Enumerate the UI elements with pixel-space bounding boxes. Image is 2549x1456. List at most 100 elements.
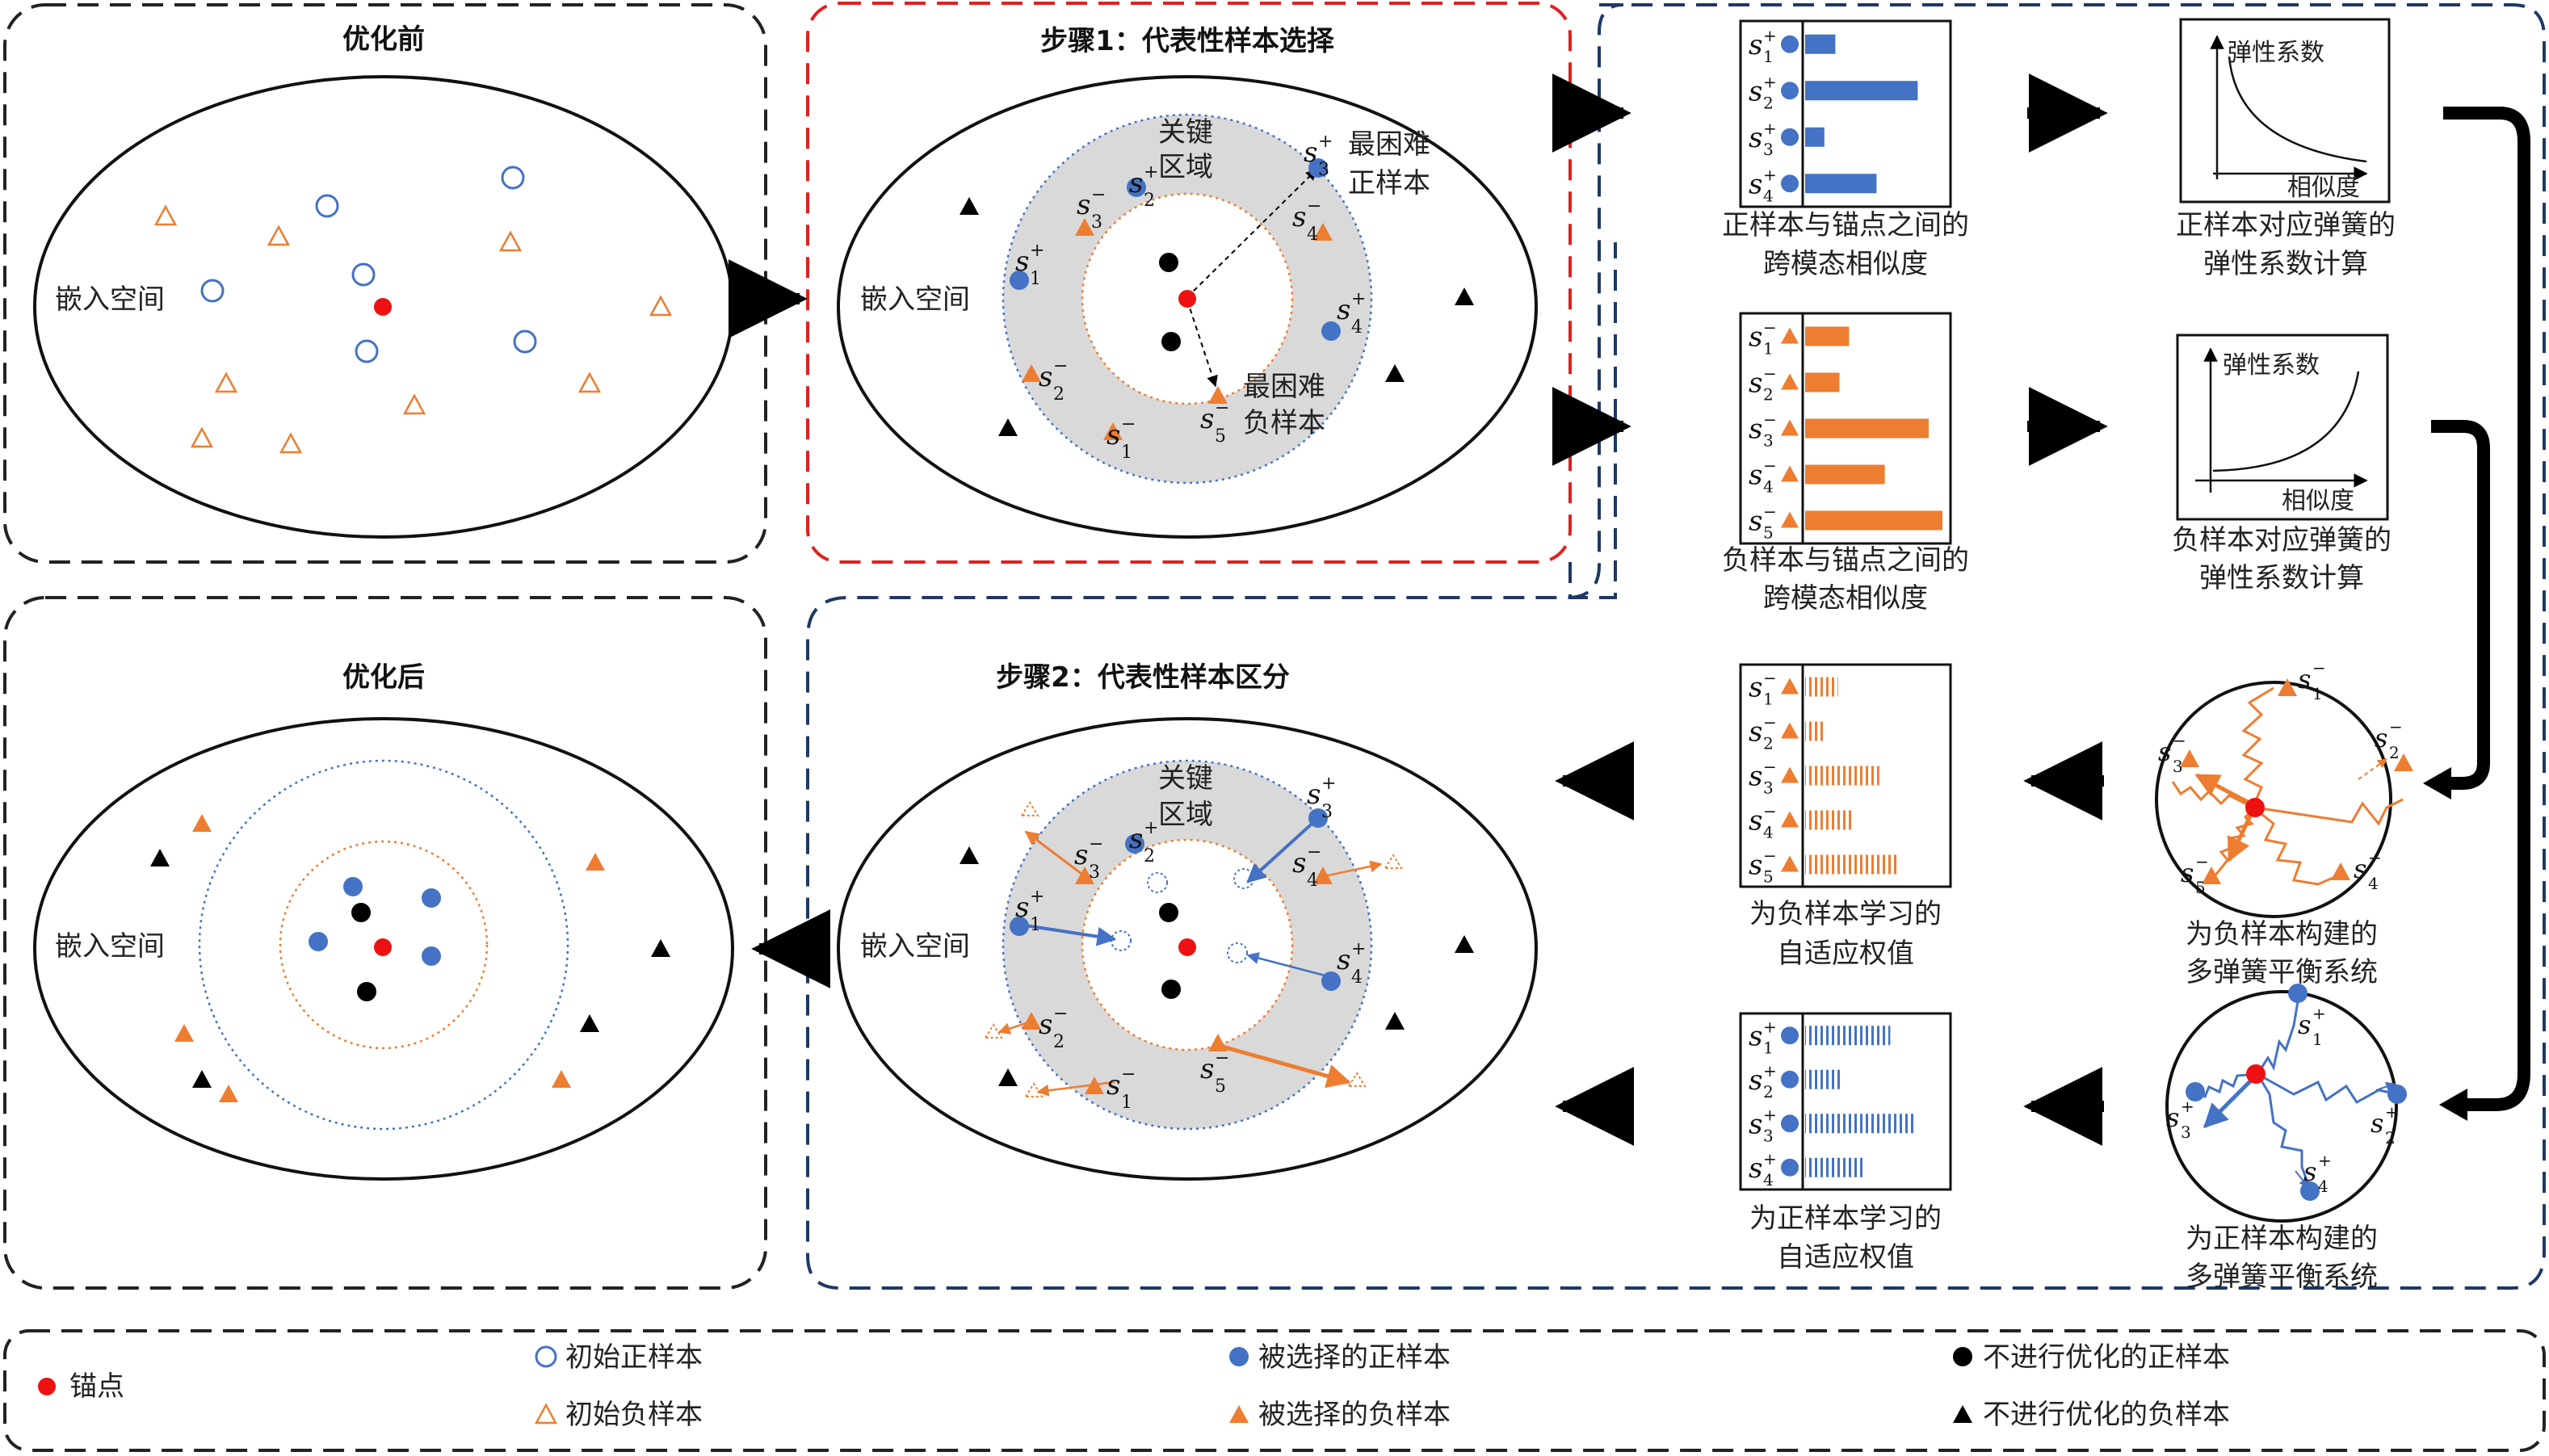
- sample-index: 1: [1763, 339, 1774, 359]
- pos-weights-caption-1: 为正样本学习的: [1749, 1202, 1942, 1235]
- svg-text:s: s: [1307, 778, 1321, 811]
- sample-label: s: [1749, 1020, 1762, 1052]
- legend-init-pos-icon: [535, 1345, 557, 1368]
- svg-text:2: 2: [1053, 384, 1065, 405]
- sample-index: 1: [1763, 690, 1774, 709]
- svg-text:−: −: [1121, 1064, 1136, 1085]
- sample-label: s: [1749, 168, 1762, 200]
- neg-elasticity-curve: [2212, 371, 2360, 472]
- svg-text:−: −: [1307, 196, 1321, 216]
- sample-marker: [1781, 35, 1799, 53]
- neg-spring-anchor: [2245, 798, 2265, 817]
- neg-sim-row: s −5: [1749, 502, 1942, 543]
- sample-index: 3: [1763, 1126, 1774, 1145]
- sample-index: 4: [1763, 1170, 1774, 1190]
- neg-sim-row: s −3: [1749, 410, 1929, 451]
- pos-w-row: s +1: [1749, 1017, 1891, 1057]
- sample-label: s: [1749, 367, 1762, 400]
- step2-key-region-label-1: 关键: [1158, 762, 1213, 795]
- svg-text:−: −: [2389, 717, 2403, 736]
- svg-text:s: s: [2181, 858, 2194, 888]
- svg-text:s: s: [1077, 189, 1090, 221]
- bar: [1805, 418, 1929, 438]
- legend-sel-pos-label: 被选择的正样本: [1258, 1341, 1451, 1374]
- svg-text:−: −: [2312, 658, 2326, 678]
- svg-text:s: s: [1292, 201, 1306, 233]
- legend-init-neg-icon: [535, 1404, 557, 1425]
- svg-text:s: s: [2354, 854, 2366, 884]
- svg-text:s: s: [1074, 839, 1088, 871]
- pos-spring-anchor: [2246, 1064, 2266, 1084]
- legend-anchor-icon: [38, 1378, 56, 1395]
- after-fixed-positives: [351, 903, 376, 1001]
- sample-sign: +: [1763, 165, 1777, 184]
- neg-sim-row: s −4: [1749, 456, 1885, 497]
- svg-text:+: +: [1030, 887, 1044, 907]
- step2-ghost-positions: [984, 801, 1403, 1097]
- before-initial-positives: [200, 166, 537, 363]
- svg-text:+: +: [2318, 1151, 2332, 1170]
- pos-elasticity-caption-1: 正样本对应弹簧的: [2176, 209, 2396, 241]
- pos-weights-bars: s +1s +2s +3s +4: [1749, 1017, 1915, 1190]
- svg-text:s: s: [1107, 1069, 1120, 1101]
- sample-marker: [1781, 1114, 1799, 1133]
- svg-text:s: s: [1015, 245, 1029, 278]
- svg-text:s: s: [1107, 419, 1120, 451]
- bar: [1805, 1157, 1866, 1177]
- neg-w-row: s −3: [1749, 757, 1879, 798]
- step2-title: 步骤2：代表性样本区分: [996, 661, 1290, 694]
- bar: [1805, 721, 1825, 741]
- neg-sim-row: s −2: [1749, 364, 1840, 405]
- svg-text:s: s: [2375, 723, 2387, 753]
- svg-text:5: 5: [2195, 878, 2206, 897]
- sample-marker: [1781, 722, 1799, 739]
- svg-text:−: −: [1121, 414, 1136, 434]
- bar: [1805, 1026, 1891, 1046]
- svg-text:1: 1: [1030, 915, 1041, 935]
- sample-marker: [1781, 1158, 1799, 1177]
- svg-text:5: 5: [1215, 426, 1226, 447]
- sample-label: s: [1749, 75, 1762, 107]
- pos-force-arrow-1: [2203, 1076, 2255, 1129]
- bar: [1805, 372, 1840, 392]
- curve-arrow-head-neg: [2423, 767, 2451, 799]
- sample-index: 5: [1763, 867, 1774, 887]
- sample-marker: [1781, 511, 1799, 528]
- sample-index: 2: [1763, 734, 1774, 753]
- neg-force-arrow-2: [2194, 773, 2257, 808]
- bar: [1805, 81, 1918, 101]
- step1-key-region-label-2: 区域: [1158, 151, 1213, 183]
- sample-label: s: [1749, 413, 1762, 446]
- svg-text:+: +: [1351, 939, 1366, 959]
- neg-force-arrow-3: [2358, 758, 2387, 780]
- neg-spring-caption-2: 多弹簧平衡系统: [2186, 956, 2378, 988]
- neg-w-row: s − 2: [1749, 713, 1825, 753]
- after-selected-positives: [309, 877, 441, 966]
- neg-elasticity-caption-1: 负样本对应弹簧的: [2172, 524, 2392, 556]
- sample-marker: [1781, 1070, 1799, 1089]
- sample-marker: [1781, 174, 1799, 193]
- svg-text:s: s: [1200, 403, 1214, 435]
- sample-label: s: [1749, 716, 1762, 749]
- svg-text:4: 4: [1307, 224, 1318, 245]
- pos-elasticity-caption-2: 弹性系数计算: [2203, 248, 2368, 280]
- svg-text:s: s: [1039, 1009, 1052, 1041]
- svg-text:−: −: [1307, 842, 1321, 862]
- pos-w-row: s +4: [1749, 1149, 1866, 1190]
- svg-text:−: −: [2173, 731, 2186, 750]
- pos-similarity-caption-2: 跨模态相似度: [1763, 248, 1928, 280]
- bar: [1805, 1069, 1841, 1089]
- neg-w-row: s − 4: [1749, 802, 1852, 842]
- bar: [1805, 854, 1897, 875]
- sample-label: s: [1749, 29, 1762, 61]
- svg-text:s: s: [1129, 167, 1143, 199]
- sample-marker: [1781, 327, 1799, 344]
- after-title: 优化后: [342, 661, 425, 694]
- svg-text:s: s: [2303, 1156, 2316, 1187]
- svg-text:5: 5: [1215, 1076, 1226, 1097]
- neg-elasticity-ylabel: 弹性系数: [2223, 351, 2320, 380]
- sample-label: s: [1749, 1108, 1762, 1140]
- svg-text:3: 3: [1091, 212, 1102, 233]
- bar: [1805, 127, 1825, 147]
- neg-spring-labels: s −1 s −2 s −3 s −4 s −5: [2158, 658, 2403, 897]
